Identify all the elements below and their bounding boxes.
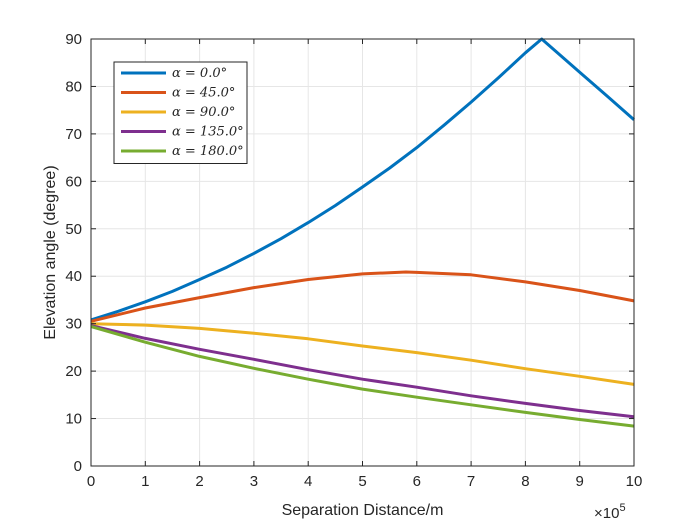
x-tick-label: 10 [626, 473, 643, 490]
x-tick-label: 6 [413, 473, 421, 490]
y-tick-label: 30 [65, 316, 82, 333]
axis-ticks: 0 1 2 3 4 5 6 7 8 9 10 0 10 20 30 40 50 60 70 80 90 [65, 31, 642, 490]
legend: α = 0.0° α = 45.0° α = 90.0° α = 135.0° α = … [113, 61, 248, 164]
x-tick-label: 4 [304, 473, 312, 490]
x-axis-label: Separation Distance/m [282, 502, 444, 519]
x-tick-label: 9 [576, 473, 584, 490]
x-tick-label: 3 [250, 473, 258, 490]
series-line-3 [90, 324, 635, 419]
series-line-1 [90, 270, 635, 323]
y-tick-label: 40 [65, 268, 82, 285]
y-tick-label: 90 [65, 31, 82, 48]
legend-label-4: α = 180.0° [172, 144, 244, 159]
y-tick-label: 50 [65, 221, 82, 238]
series-line-2 [90, 322, 635, 386]
y-tick-label: 20 [65, 363, 82, 380]
x-exponent-power: 5 [619, 502, 625, 514]
x-tick-label: 2 [195, 473, 203, 490]
y-axis-label: Elevation angle (degree) [42, 165, 59, 339]
series-line-4 [90, 325, 635, 428]
y-tick-label: 0 [74, 458, 82, 475]
x-tick-label: 0 [87, 473, 95, 490]
x-tick-label: 1 [141, 473, 149, 490]
x-axis-exponent: ×105 [594, 502, 626, 522]
series-lines [90, 37, 635, 428]
x-tick-label: 7 [467, 473, 475, 490]
y-tick-label: 80 [65, 78, 82, 95]
x-tick-label: 8 [521, 473, 529, 490]
y-tick-label: 60 [65, 173, 82, 190]
x-tick-label: 5 [358, 473, 366, 490]
y-tick-label: 10 [65, 411, 82, 428]
x-exponent-base: ×10 [594, 505, 619, 522]
legend-label-2: α = 90.0° [172, 105, 235, 120]
y-tick-label: 70 [65, 126, 82, 143]
legend-label-1: α = 45.0° [172, 86, 235, 101]
legend-label-0: α = 0.0° [172, 66, 227, 81]
series-line-0 [90, 37, 635, 322]
legend-label-3: α = 135.0° [172, 125, 244, 140]
